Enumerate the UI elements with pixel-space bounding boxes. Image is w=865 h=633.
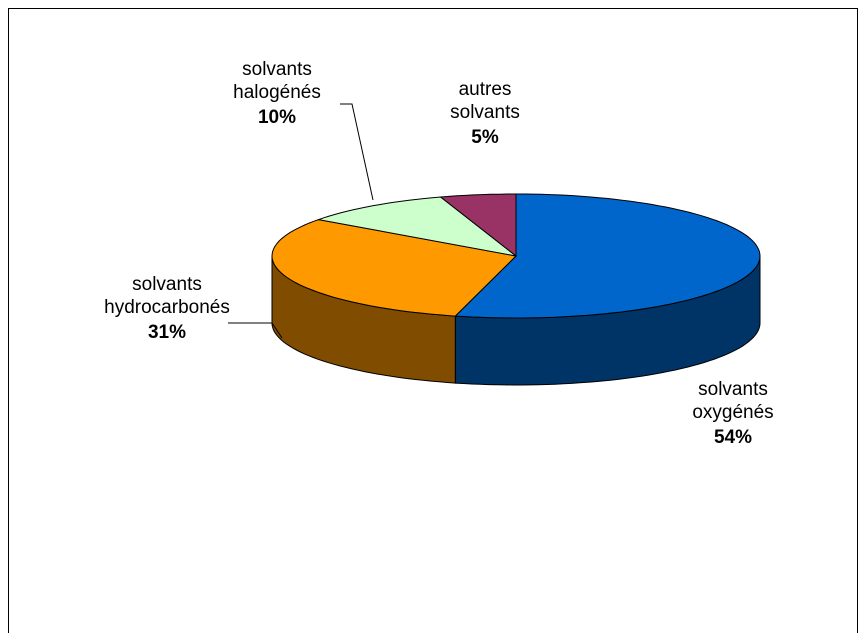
label-line: solvants — [698, 379, 768, 400]
label-line: solvants — [242, 59, 312, 80]
label-line: autres — [459, 79, 512, 100]
label-line: halogénés — [233, 82, 321, 103]
leader-line — [340, 103, 374, 201]
slice — [439, 193, 517, 258]
slice-label: solvants oxygénés — [692, 379, 773, 423]
slice-label: autres solvants — [450, 79, 520, 123]
label-line: hydrocarbonés — [104, 297, 230, 318]
value-label: 5% — [471, 127, 499, 148]
label-line: solvants — [450, 102, 520, 123]
slice-label: solvants halogénés — [233, 59, 321, 103]
slice — [454, 193, 761, 319]
label-line: oxygénés — [692, 402, 773, 423]
leader-line — [228, 322, 283, 339]
slice — [316, 196, 517, 257]
value-label: 10% — [258, 107, 296, 128]
slice-label: solvants hydrocarbonés — [104, 274, 230, 318]
value-label: 54% — [714, 427, 752, 448]
slice — [271, 219, 518, 317]
value-label: 31% — [148, 322, 186, 343]
label-line: solvants — [132, 274, 202, 295]
